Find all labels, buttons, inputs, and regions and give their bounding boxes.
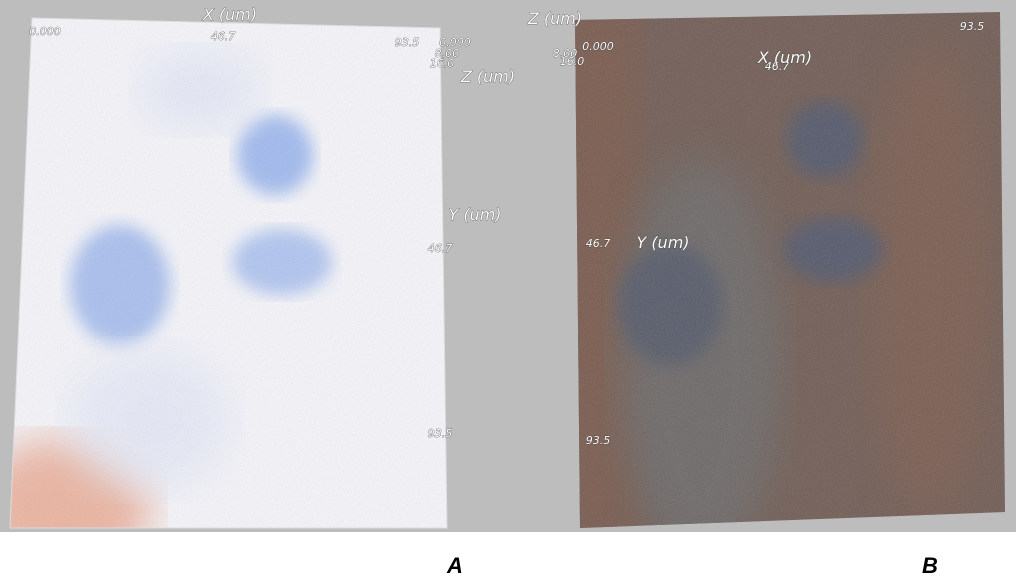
z-tick: 0.000	[582, 40, 614, 53]
render-b	[560, 0, 1016, 560]
x-tick: 93.5	[395, 36, 420, 49]
y-tick: 93.5	[428, 427, 453, 440]
y-tick: 93.5	[586, 434, 611, 447]
z-axis-title: Z (um)	[527, 9, 582, 28]
figure: X (um) 0.000 46.7 93.5 0.000 8.00 16.0 Z…	[0, 0, 1016, 578]
z-axis-title: Z (um)	[460, 67, 515, 86]
x-tick: 0.000	[29, 25, 61, 38]
y-axis-title: Y (um)	[636, 233, 689, 252]
z-tick: 16.0	[430, 57, 455, 70]
x-axis-title: X (um)	[757, 48, 812, 67]
x-tick: 93.5	[960, 20, 985, 33]
z-tick: 16.0	[560, 55, 585, 68]
x-axis-title: X (um)	[202, 5, 257, 24]
y-tick: 46.7	[428, 242, 453, 255]
render-a	[0, 0, 460, 578]
panel-label: B	[922, 553, 938, 578]
y-axis-title: Y (um)	[448, 205, 501, 224]
panel-label: A	[446, 553, 463, 578]
x-tick: 46.7	[211, 30, 236, 43]
y-tick: 46.7	[586, 237, 611, 250]
